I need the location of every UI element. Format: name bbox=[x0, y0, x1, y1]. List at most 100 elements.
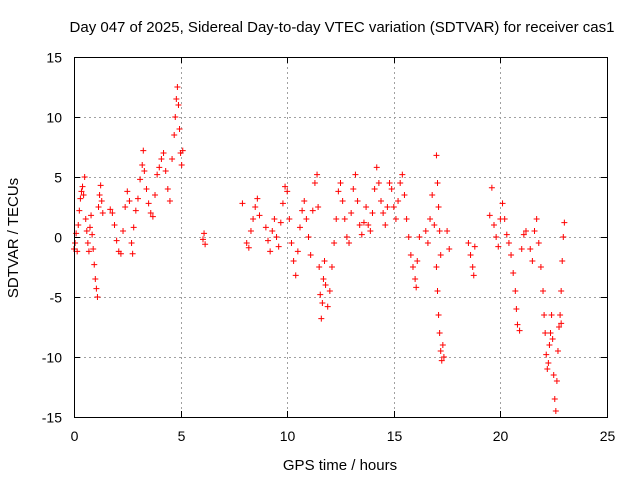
data-point-marker bbox=[164, 186, 171, 192]
data-point-marker bbox=[471, 243, 478, 250]
data-point-marker bbox=[288, 240, 295, 246]
data-point-marker bbox=[556, 324, 563, 330]
data-point-marker bbox=[139, 162, 146, 168]
data-point-marker bbox=[512, 288, 519, 294]
data-point-marker bbox=[179, 147, 186, 154]
data-point-marker bbox=[520, 231, 527, 238]
data-point-marker bbox=[309, 207, 316, 214]
data-point-marker bbox=[439, 342, 446, 348]
data-point-marker bbox=[434, 288, 441, 294]
data-point-marker bbox=[436, 228, 443, 234]
data-point-marker bbox=[540, 288, 547, 294]
data-point-marker bbox=[499, 200, 506, 207]
data-point-marker bbox=[339, 198, 346, 204]
data-point-marker bbox=[83, 228, 90, 234]
data-point-marker bbox=[86, 224, 93, 231]
data-point-marker bbox=[395, 198, 402, 204]
data-point-marker bbox=[141, 168, 148, 174]
data-point-marker bbox=[380, 210, 387, 216]
data-point-marker bbox=[132, 207, 139, 214]
data-point-marker bbox=[315, 204, 322, 210]
data-point-marker bbox=[328, 264, 335, 270]
data-point-marker bbox=[75, 222, 82, 228]
data-point-marker bbox=[558, 320, 565, 327]
data-point-marker bbox=[279, 200, 286, 207]
data-point-marker bbox=[140, 147, 147, 154]
data-point-marker bbox=[74, 248, 81, 255]
data-point-marker bbox=[239, 200, 246, 207]
data-point-marker bbox=[320, 276, 327, 282]
data-point-marker bbox=[440, 354, 447, 360]
data-point-marker bbox=[373, 164, 380, 171]
data-point-marker bbox=[77, 195, 84, 202]
data-point-marker bbox=[548, 312, 555, 318]
data-point-marker bbox=[85, 248, 92, 255]
data-point-marker bbox=[399, 171, 406, 178]
data-point-marker bbox=[269, 228, 276, 234]
data-point-marker bbox=[122, 204, 129, 210]
data-point-marker bbox=[527, 246, 534, 252]
data-point-marker bbox=[346, 240, 353, 246]
data-point-marker bbox=[436, 330, 443, 336]
data-point-marker bbox=[107, 206, 114, 213]
data-point-marker bbox=[437, 348, 444, 354]
data-point-marker bbox=[316, 264, 323, 270]
x-tick-labels: 0 5 10 15 20 25 bbox=[71, 428, 616, 444]
data-point-marker bbox=[286, 216, 293, 222]
data-point-marker bbox=[250, 216, 257, 222]
data-point-marker bbox=[437, 252, 444, 258]
data-point-marker bbox=[554, 348, 561, 354]
data-point-marker bbox=[252, 204, 259, 210]
data-point-marker bbox=[267, 248, 274, 255]
data-point-marker bbox=[469, 264, 476, 270]
data-point-marker bbox=[245, 244, 252, 251]
data-point-marker bbox=[503, 231, 510, 238]
data-point-marker bbox=[375, 180, 382, 186]
y-tick-labels: -15 -10 -5 0 5 10 15 bbox=[42, 50, 62, 426]
data-point-marker bbox=[427, 216, 434, 222]
data-point-marker bbox=[543, 351, 550, 358]
data-point-marker bbox=[147, 210, 154, 216]
data-point-marker bbox=[256, 212, 263, 219]
data-point-marker bbox=[553, 378, 560, 384]
data-point-marker bbox=[350, 186, 357, 192]
data-point-marker bbox=[284, 188, 291, 195]
data-point-marker bbox=[277, 219, 284, 226]
data-point-marker bbox=[495, 243, 502, 250]
x-tick-label: 0 bbox=[71, 428, 79, 444]
data-point-marker bbox=[486, 212, 493, 219]
data-point-marker bbox=[265, 237, 272, 244]
data-point-marker bbox=[558, 288, 565, 294]
data-point-marker bbox=[126, 198, 133, 204]
y-tick-label: -15 bbox=[42, 410, 62, 426]
data-point-marker bbox=[413, 284, 420, 291]
data-point-marker bbox=[433, 152, 440, 159]
data-point-marker bbox=[175, 102, 182, 108]
data-point-marker bbox=[171, 132, 178, 138]
data-point-marker bbox=[290, 258, 297, 264]
data-point-marker bbox=[358, 231, 365, 238]
data-point-marker bbox=[275, 243, 282, 250]
x-axis-label: GPS time / hours bbox=[283, 457, 397, 474]
x-tick-label: 5 bbox=[178, 428, 186, 444]
data-point-marker bbox=[365, 222, 372, 228]
data-point-marker bbox=[407, 252, 414, 258]
data-point-marker bbox=[319, 300, 326, 306]
data-point-marker bbox=[201, 230, 208, 237]
data-point-marker bbox=[470, 272, 477, 279]
data-point-marker bbox=[143, 186, 150, 192]
data-point-marker bbox=[405, 234, 412, 240]
data-point-marker bbox=[356, 222, 363, 228]
data-point-marker bbox=[516, 327, 523, 334]
data-point-marker bbox=[444, 228, 451, 234]
data-point-marker bbox=[416, 234, 423, 240]
data-point-marker bbox=[561, 219, 568, 226]
data-point-marker bbox=[92, 276, 99, 282]
data-point-marker bbox=[137, 176, 144, 183]
data-point-marker bbox=[354, 198, 361, 204]
data-point-marker bbox=[335, 188, 342, 195]
data-point-marker bbox=[305, 234, 312, 240]
data-point-marker bbox=[488, 184, 495, 191]
data-point-marker bbox=[271, 216, 278, 222]
